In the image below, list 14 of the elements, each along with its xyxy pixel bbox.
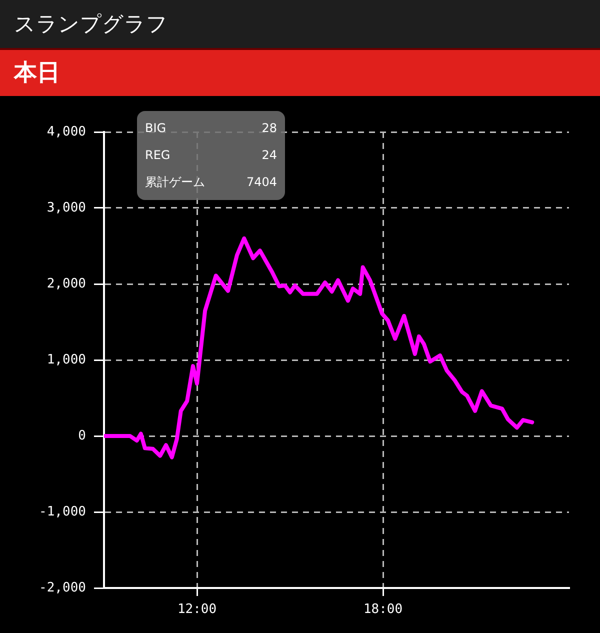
x-tick-label: 12:00 [177, 602, 217, 618]
y-tick-label: 4,000 [46, 124, 86, 140]
chart-title: スランプグラフ [0, 0, 600, 48]
text: 累計ゲーム 7404 [145, 175, 277, 189]
x-tick-label: 18:00 [363, 602, 403, 618]
chart-subtitle: 本日 [0, 48, 600, 96]
y-tick-label: 1,000 [46, 352, 86, 368]
text: BIG 28 [145, 121, 277, 135]
y-tick-label: -1,000 [39, 504, 86, 520]
text: REG 24 [145, 148, 277, 162]
y-tick-label: 3,000 [46, 200, 86, 216]
y-tick-label: -2,000 [39, 580, 86, 596]
y-tick-label: 2,000 [46, 276, 86, 292]
y-tick-label: 0 [78, 428, 86, 444]
